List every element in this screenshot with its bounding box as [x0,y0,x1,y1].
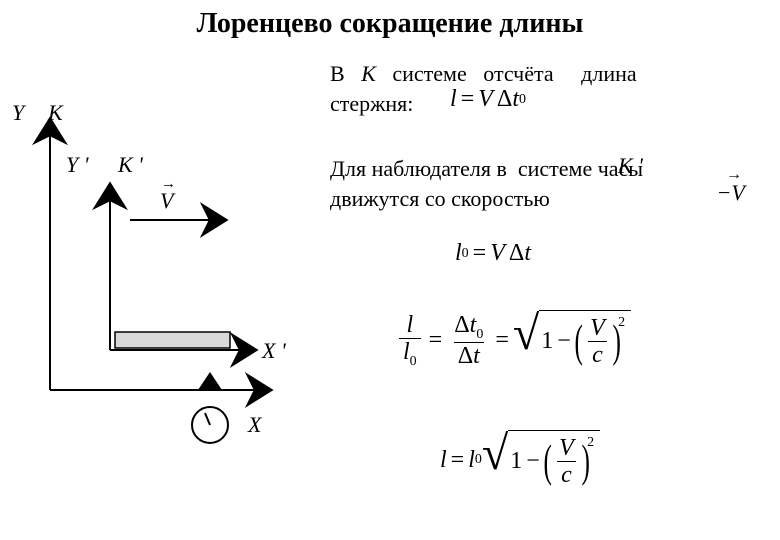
sym-t: t [524,240,531,267]
lparen-icon: ( [574,323,582,360]
frac-l-l0: l l0 [399,312,421,370]
eq: = [495,327,509,354]
page-title: Лоренцево сокращение длины [0,8,780,40]
txt: системе [392,61,466,86]
text-line-1: В K системе отсчёта длина [330,60,780,89]
sym-v: V [478,86,493,113]
formula-l-vdt0: l = V Δ t 0 [450,86,526,113]
eq: = [461,86,475,113]
sym-v: V [586,315,609,341]
formula-ratio: l l0 = Δt0 Δt = √ 1 − ( V c ) 2 [395,310,631,371]
sub0: 0 [476,326,483,341]
formula-final: l = l0 √ 1 − ( V c ) 2 [440,430,600,491]
sym-l: l [403,339,410,365]
k-symbol: K [361,61,376,86]
lparen-icon: ( [543,443,551,480]
label-K: K [48,100,63,126]
minus: − [557,328,571,355]
delta: Δ [497,86,512,113]
eq: = [429,327,443,354]
minus: − [526,448,540,475]
frac-dt: Δt0 Δt [450,312,487,370]
delta: Δ [509,240,524,267]
sym-v: V [555,435,578,461]
sub0: 0 [462,246,469,262]
label-Yprime: Y ' [66,152,88,178]
sym-t: t [473,343,480,369]
one: 1 [510,448,522,475]
sqrt-block: √ 1 − ( V c ) 2 [482,430,600,491]
text-line-2: стержня: [330,90,413,119]
sub0: 0 [519,92,526,108]
delta: Δ [458,343,473,369]
sym-l: l [455,240,462,267]
neg-v-vector: → −V [718,180,745,206]
radical-icon: √ [482,432,508,493]
vector-arrow-icon: → [161,176,176,193]
sub0: 0 [475,452,482,468]
sym-c: c [588,341,607,368]
txt: Для наблюдателя в [330,156,507,181]
sym-l: l [468,447,475,474]
txt: стержня: [330,91,413,116]
txt: отсчёта [483,61,553,86]
sym-l: l [403,312,418,338]
text-line-4: движутся со скоростью [330,185,550,214]
txt: движутся со скоростью [330,186,550,211]
text-line-3: Для наблюдателя в системе часы [330,155,780,184]
radical-icon: √ [513,312,539,373]
label-Xprime: X ' [262,338,286,364]
diagram-svg [0,80,320,460]
one: 1 [541,328,553,355]
delta: Δ [454,312,469,338]
eq: = [473,240,487,267]
rparen-icon: ) [581,443,589,480]
rparen-icon: ) [612,323,620,360]
sym-c: c [557,461,576,488]
sym-t: t [512,86,519,113]
vector-arrow-icon: → [726,166,742,184]
txt: В [330,61,345,86]
txt: длина [581,61,636,86]
frac-vc: V c [586,315,609,369]
sub0: 0 [410,354,417,369]
sym-v: V [490,240,505,267]
label-Y: Y [12,100,24,126]
sym-l: l [440,447,447,474]
eq: = [451,447,465,474]
kprime-overlay: K ' [618,152,643,181]
diagram: Y K Y ' K ' X ' X → V [0,80,320,460]
label-X: X [248,412,261,438]
label-Kprime: K ' [118,152,143,178]
formula-l0-vdt: l0 = V Δ t [455,240,531,267]
sym-l: l [450,86,457,113]
frac-vc: V c [555,435,578,489]
label-V-vector: → V [160,188,173,214]
sqrt-block: √ 1 − ( V c ) 2 [513,310,631,371]
